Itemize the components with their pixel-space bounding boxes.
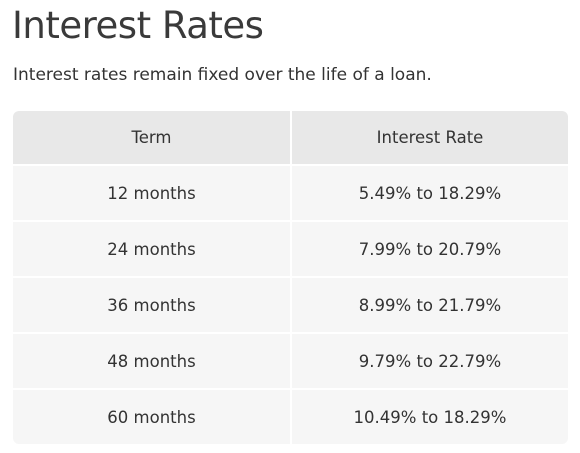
table-body: 12 months 5.49% to 18.29% 24 months 7.99% t… (13, 164, 568, 444)
table-cell: 8.99% to 21.79% (290, 276, 568, 333)
table-row: 24 months 7.99% to 20.79% (13, 220, 568, 277)
header-row: Term Interest Rate (13, 111, 568, 165)
table-cell: 24 months (13, 220, 291, 277)
table-row: 60 months 10.49% to 18.29% (13, 388, 568, 444)
title: Interest Rates (12, 4, 264, 47)
table-cell: 5.49% to 18.29% (290, 164, 568, 221)
table-row: 48 months 9.79% to 22.79% (13, 332, 568, 389)
table-cell: 36 months (13, 276, 291, 333)
column-header: Term (13, 111, 291, 165)
subtitle: Interest rates remain fixed over the lif… (13, 65, 432, 85)
table-row: 36 months 8.99% to 21.79% (13, 276, 568, 333)
table-cell: 12 months (13, 164, 291, 221)
table-cell: 9.79% to 22.79% (290, 332, 568, 389)
table-cell: 48 months (13, 332, 291, 389)
table-cell: 60 months (13, 388, 291, 444)
rates-table: Term Interest Rate 12 months 5.49% to 18.2… (13, 111, 568, 444)
table-cell: 7.99% to 20.79% (290, 220, 568, 277)
table-row: 12 months 5.49% to 18.29% (13, 164, 568, 221)
column-header: Interest Rate (290, 111, 568, 165)
table-cell: 10.49% to 18.29% (290, 388, 568, 444)
